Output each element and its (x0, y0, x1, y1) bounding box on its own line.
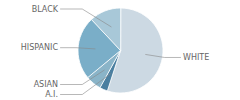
svg-text:HISPANIC: HISPANIC (21, 43, 59, 52)
svg-text:A.I.: A.I. (45, 90, 58, 99)
svg-text:BLACK: BLACK (32, 5, 59, 14)
svg-text:WHITE: WHITE (183, 53, 209, 62)
svg-text:ASIAN: ASIAN (34, 80, 58, 89)
